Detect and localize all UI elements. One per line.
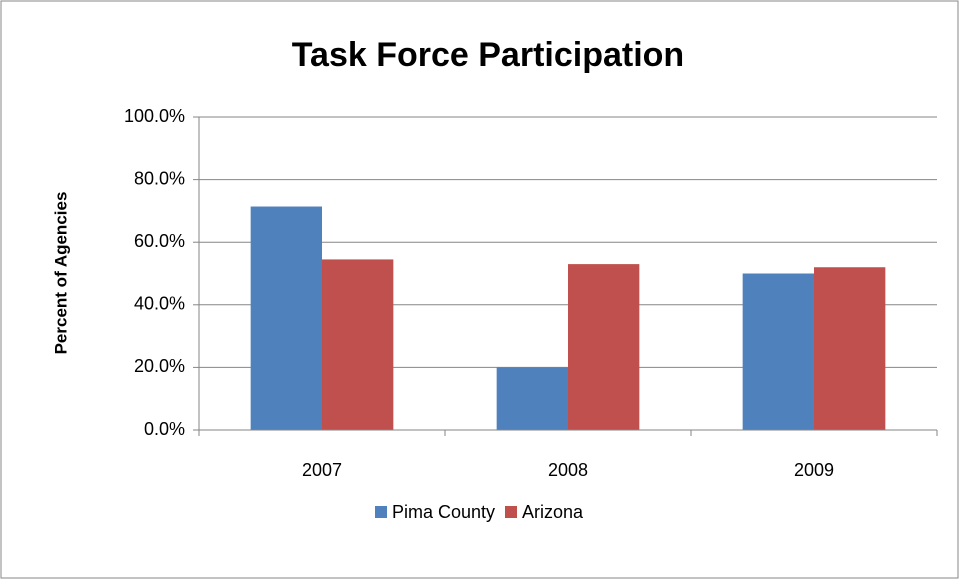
y-tick-label: 40.0% bbox=[134, 294, 185, 314]
y-tick-label: 80.0% bbox=[134, 168, 185, 188]
x-tick-label: 2007 bbox=[302, 460, 342, 480]
bar bbox=[250, 206, 322, 430]
legend-swatch bbox=[505, 506, 517, 518]
y-axis-label: Percent of Agencies bbox=[51, 192, 70, 355]
legend-label: Arizona bbox=[522, 502, 584, 522]
chart-title: Task Force Participation bbox=[292, 36, 684, 74]
x-tick-label: 2008 bbox=[548, 460, 588, 480]
bar bbox=[496, 367, 568, 430]
y-tick-label: 100.0% bbox=[124, 106, 185, 126]
bar bbox=[742, 273, 814, 430]
legend-swatch bbox=[375, 506, 387, 518]
y-tick-label: 20.0% bbox=[134, 356, 185, 376]
x-tick-label: 2009 bbox=[794, 460, 834, 480]
bar bbox=[322, 259, 394, 430]
legend-label: Pima County bbox=[392, 502, 495, 522]
y-tick-label: 0.0% bbox=[144, 419, 185, 439]
bar bbox=[814, 267, 886, 430]
bar bbox=[568, 264, 640, 430]
y-tick-label: 60.0% bbox=[134, 231, 185, 251]
